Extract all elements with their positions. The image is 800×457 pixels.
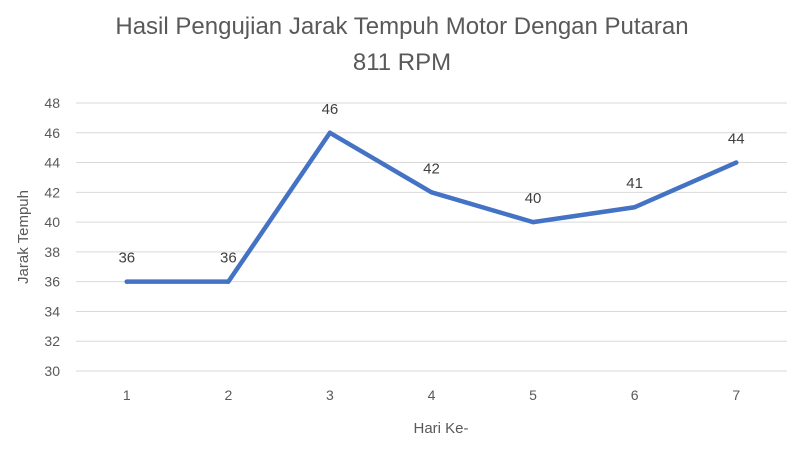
data-point xyxy=(734,160,739,165)
data-point xyxy=(124,279,129,284)
x-tick-label: 1 xyxy=(123,387,131,403)
data-label: 46 xyxy=(322,101,339,118)
gridlines xyxy=(76,102,787,372)
x-tick-label: 3 xyxy=(326,387,334,403)
x-tick-label: 5 xyxy=(529,387,537,403)
data-point xyxy=(530,219,536,225)
y-tick-label: 34 xyxy=(44,303,60,319)
y-tick-label: 46 xyxy=(44,125,60,141)
y-tick-label: 32 xyxy=(44,333,60,349)
data-label: 36 xyxy=(118,250,135,267)
x-tick-label: 6 xyxy=(631,387,639,403)
x-axis-title: Hari Ke- xyxy=(413,420,468,437)
data-labels: 36 36 46 42 40 41 44 xyxy=(118,101,744,267)
y-tick-label: 44 xyxy=(44,155,60,171)
x-tick-label: 7 xyxy=(732,387,740,403)
x-axis-ticks: 1 2 3 4 5 6 7 xyxy=(123,387,740,403)
data-label: 36 xyxy=(220,250,237,267)
chart-title-line-2: 811 RPM xyxy=(353,49,451,76)
y-tick-label: 40 xyxy=(44,214,60,230)
data-point xyxy=(632,205,637,210)
data-point xyxy=(226,279,231,284)
x-tick-label: 4 xyxy=(428,387,436,403)
series-line xyxy=(124,130,739,284)
y-tick-label: 30 xyxy=(44,363,60,379)
y-tick-label: 36 xyxy=(44,274,60,290)
y-axis-ticks: 30 32 34 36 38 40 42 44 46 48 xyxy=(44,95,60,379)
data-label: 40 xyxy=(525,190,542,207)
y-tick-label: 48 xyxy=(44,95,60,111)
data-label: 44 xyxy=(728,131,745,148)
data-point xyxy=(327,130,333,135)
series-layer xyxy=(124,130,739,284)
data-label: 42 xyxy=(423,160,440,177)
y-tick-label: 38 xyxy=(44,244,60,260)
chart-title-line-1: Hasil Pengujian Jarak Tempuh Motor Denga… xyxy=(115,13,688,40)
y-tick-label: 42 xyxy=(44,184,60,200)
x-tick-label: 2 xyxy=(224,387,232,403)
data-point xyxy=(429,190,434,195)
data-label: 41 xyxy=(626,175,643,192)
y-axis-title: Jarak Tempuh xyxy=(15,190,32,284)
